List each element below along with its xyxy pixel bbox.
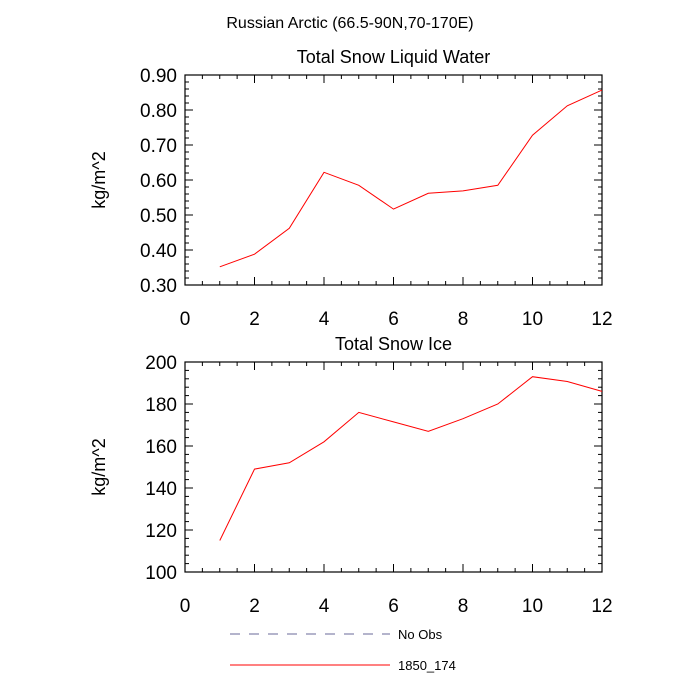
x-tick-label: 8 (458, 309, 469, 330)
x-tick-label: 10 (522, 596, 543, 617)
figure-suptitle: Russian Arctic (66.5-90N,70-170E) (226, 15, 473, 32)
y-tick-label: 100 (145, 563, 177, 584)
y-tick-label: 0.90 (140, 66, 177, 87)
y-tick-label: 0.80 (140, 101, 177, 122)
y-tick-label: 120 (145, 521, 177, 542)
y-axis-label: kg/m^2 (89, 151, 109, 208)
legend-item: No Obs (230, 627, 443, 642)
y-tick-label: 200 (145, 353, 177, 374)
x-tick-label: 12 (591, 596, 612, 617)
y-axis-label: kg/m^2 (89, 438, 109, 495)
x-tick-label: 4 (319, 596, 330, 617)
series-line-1 (219, 376, 603, 541)
y-tick-label: 0.50 (140, 206, 177, 227)
plot-frame (184, 361, 603, 573)
legend-item: 1850_174 (230, 658, 456, 673)
x-tick-label: 12 (591, 309, 612, 330)
chart-title: Total Snow Ice (335, 334, 452, 354)
x-tick-label: 6 (388, 596, 399, 617)
chart-title: Total Snow Liquid Water (297, 47, 490, 67)
x-tick-label: 2 (249, 309, 260, 330)
y-tick-label: 140 (145, 479, 177, 500)
x-tick-label: 4 (319, 309, 330, 330)
x-tick-label: 0 (180, 309, 191, 330)
legend: No Obs 1850_174 (230, 627, 456, 673)
x-tick-label: 10 (522, 309, 543, 330)
plot-frame (184, 74, 603, 286)
chart-panel-1: Total Snow Liquid Water 0 2 4 6 8 10 12 0.30 0.40… (89, 47, 613, 330)
series-line-1 (219, 89, 603, 268)
chart-panels: Total Snow Liquid Water 0 2 4 6 8 10 12 0.30 0.40… (89, 47, 613, 617)
x-tick-label: 8 (458, 596, 469, 617)
x-tick-label: 2 (249, 596, 260, 617)
y-tick-label: 0.30 (140, 276, 177, 297)
y-tick-label: 180 (145, 395, 177, 416)
x-tick-label: 6 (388, 309, 399, 330)
legend-label: No Obs (398, 627, 443, 642)
y-tick-label: 0.40 (140, 241, 177, 262)
y-tick-label: 0.60 (140, 171, 177, 192)
x-tick-label: 0 (180, 596, 191, 617)
chart-panel-2: Total Snow Ice 0 2 4 6 8 10 12 100 120 140 160 180 20… (89, 334, 613, 617)
legend-label: 1850_174 (398, 658, 456, 673)
y-tick-label: 0.70 (140, 136, 177, 157)
y-tick-label: 160 (145, 437, 177, 458)
